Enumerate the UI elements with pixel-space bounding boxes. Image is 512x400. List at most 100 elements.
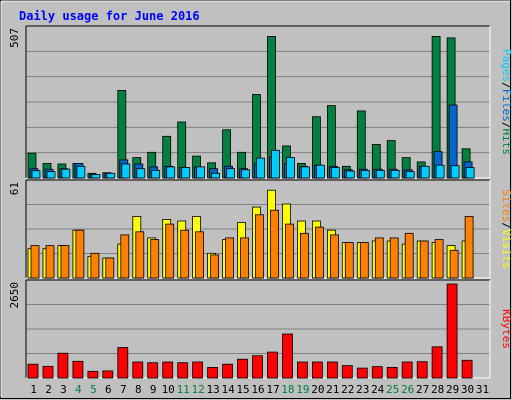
bar-sites <box>210 254 220 279</box>
bar-sites <box>404 232 414 279</box>
bar-kbytes <box>341 365 353 379</box>
bar-kbytes <box>27 363 39 379</box>
legend-visits: Visits <box>500 229 512 269</box>
bar-pages <box>300 166 310 179</box>
bar-pages <box>375 169 385 179</box>
day-label: 18 <box>281 383 294 396</box>
bar-pages <box>46 171 56 179</box>
bar-kbytes <box>72 360 84 379</box>
bar-sites <box>180 229 190 279</box>
bar-sites <box>464 215 474 279</box>
bar-sites <box>359 242 369 279</box>
day-label: 21 <box>326 383 339 396</box>
day-label: 15 <box>236 383 249 396</box>
day-label: 20 <box>311 383 324 396</box>
day-label: 29 <box>446 383 459 396</box>
bar-kbytes <box>252 355 263 379</box>
bar-pages <box>61 168 71 179</box>
day-label: 30 <box>461 383 474 396</box>
bar-sites <box>344 242 354 279</box>
day-label: 12 <box>191 383 204 396</box>
day-label: 14 <box>221 383 235 396</box>
bar-kbytes <box>356 367 368 379</box>
bar-pages <box>450 165 460 179</box>
legend-hits: Hits <box>500 129 512 156</box>
day-label: 19 <box>296 383 309 396</box>
bar-kbytes <box>267 351 278 379</box>
day-label: 13 <box>206 383 219 396</box>
bar-sites <box>240 237 249 279</box>
bar-pages <box>121 163 131 179</box>
day-label: 6 <box>105 383 112 396</box>
legend-sites: Sites <box>500 189 512 222</box>
bar-pages <box>256 157 265 179</box>
bar-pages <box>106 172 116 179</box>
bar-sites <box>285 223 294 279</box>
day-label: 11 <box>177 383 190 396</box>
bar-sites <box>374 237 384 279</box>
bar-kbytes <box>296 361 308 379</box>
legend-slash: / <box>500 222 512 229</box>
panel-bot: 2650 KBytes <box>8 279 512 379</box>
bar-kbytes <box>431 346 443 379</box>
day-label: 16 <box>251 383 264 396</box>
bar-sites <box>120 234 130 279</box>
day-label: 2 <box>45 383 52 396</box>
bar-kbytes <box>386 366 398 379</box>
bar-sites <box>270 209 279 279</box>
day-label: 27 <box>416 383 429 396</box>
bar-kbytes <box>237 358 248 379</box>
legend-pages: Pages <box>500 49 512 82</box>
day-label: 22 <box>341 383 354 396</box>
bar-kbytes <box>132 361 144 379</box>
day-label: 10 <box>162 383 175 396</box>
bar-sites <box>329 234 339 279</box>
bar-sites <box>105 257 115 279</box>
day-label: 17 <box>266 383 279 396</box>
legend-slash: / <box>500 82 512 89</box>
bar-pages <box>360 169 370 179</box>
max-value-label: 2650 <box>8 282 21 309</box>
bar-sites <box>389 237 399 279</box>
bar-sites <box>314 226 324 279</box>
day-label: 8 <box>135 383 142 396</box>
day-label: 1 <box>30 383 37 396</box>
day-label: 9 <box>150 383 157 396</box>
day-label: 3 <box>60 383 67 396</box>
bar-kbytes <box>87 370 99 379</box>
bar-pages <box>345 170 355 179</box>
bar-pages <box>31 170 41 179</box>
bar-pages <box>181 167 191 179</box>
day-label: 31 <box>476 383 489 396</box>
bar-sites <box>75 229 85 279</box>
day-label: 23 <box>356 383 369 396</box>
max-value-label: 507 <box>8 28 21 48</box>
bar-kbytes <box>326 361 338 379</box>
bar-pages <box>196 166 206 179</box>
bar-kbytes <box>147 362 159 379</box>
bar-sites <box>90 252 100 279</box>
panel-mid: 61 Sites/Visits <box>8 179 512 279</box>
bar-pages <box>405 171 415 179</box>
day-label: 28 <box>431 383 444 396</box>
day-label: 7 <box>120 383 127 396</box>
bar-kbytes <box>117 347 129 379</box>
bar-sites <box>45 245 55 279</box>
bar-sites <box>419 240 429 279</box>
bar-kbytes <box>42 365 54 379</box>
chart-title: Daily usage for June 2016 <box>19 9 200 23</box>
bar-pages <box>435 164 445 179</box>
bar-pages <box>390 169 400 179</box>
bar-kbytes <box>282 333 293 379</box>
bar-pages <box>315 164 325 179</box>
bar-kbytes <box>102 370 114 379</box>
bar-pages <box>136 168 146 179</box>
bar-pages <box>330 167 340 179</box>
bar-sites <box>195 231 205 279</box>
bar-kbytes <box>371 366 383 379</box>
bar-sites <box>30 245 40 279</box>
bar-pages <box>226 168 236 179</box>
bar-kbytes <box>192 361 204 379</box>
bar-kbytes <box>401 361 413 379</box>
